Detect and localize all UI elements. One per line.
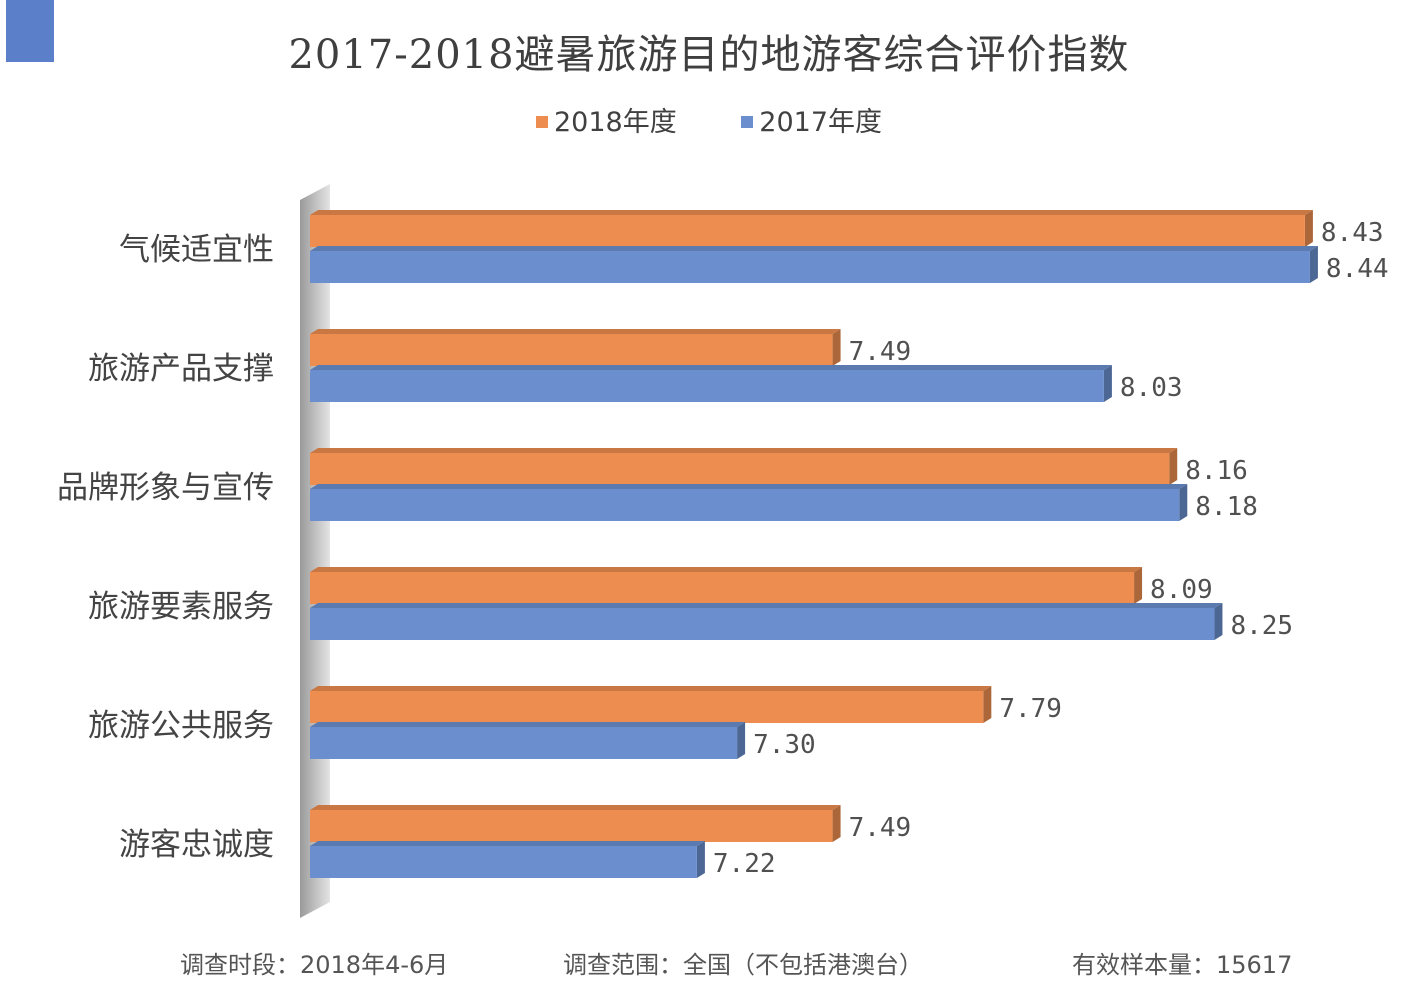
bar-2017 [310, 251, 1310, 283]
value-label-2018: 7.49 [849, 813, 912, 843]
bar-side-2018 [983, 686, 992, 723]
value-label-2018: 7.79 [999, 694, 1062, 724]
legend-swatch-2017 [741, 115, 754, 128]
category-label: 旅游要素服务 [88, 589, 274, 625]
bar-2018 [310, 453, 1170, 485]
bar-2018 [310, 691, 984, 723]
bar-top-2018 [310, 329, 841, 334]
footer: 调查时段：2018年4-6月 调查范围：全国（不包括港澳台） 有效样本量：156… [0, 945, 1418, 985]
bar-top-2018 [310, 686, 992, 691]
legend-label-2018: 2018年度 [553, 107, 677, 138]
value-label-2017: 8.18 [1195, 492, 1258, 522]
value-label-2018: 8.09 [1150, 575, 1213, 605]
bar-top-2017 [310, 722, 746, 727]
value-label-2017: 8.03 [1120, 373, 1183, 403]
bar-side-2018 [832, 805, 841, 842]
bar-side-2017 [1103, 365, 1112, 402]
category-label: 旅游公共服务 [88, 708, 274, 744]
category-label: 品牌形象与宣传 [57, 470, 274, 506]
bar-2018 [310, 215, 1305, 247]
value-label-2017: 8.44 [1326, 254, 1389, 284]
category-label: 旅游产品支撑 [88, 351, 274, 387]
footer-sample-size: 有效样本量：15617 [1072, 951, 1293, 979]
legend: 2018年度 2017年度 [0, 100, 1418, 139]
bar-top-2018 [310, 567, 1143, 572]
value-label-2018: 7.49 [849, 337, 912, 367]
bar-top-2017 [310, 603, 1223, 608]
legend-item-2017: 2017年度 [741, 100, 882, 139]
bar-top-2017 [310, 246, 1318, 251]
bar-2017 [310, 727, 738, 759]
bar-side-2017 [1179, 484, 1188, 521]
bar-top-2018 [310, 448, 1178, 453]
chart-title: 2017-2018避暑旅游目的地游客综合评价指数 [288, 32, 1130, 78]
bar-top-2017 [310, 841, 705, 846]
category-label: 气候适宜性 [119, 232, 274, 268]
footer-survey-scope: 调查范围：全国（不包括港澳台） [563, 951, 923, 979]
bar-2018 [310, 572, 1135, 604]
bar-2017 [310, 370, 1104, 402]
bar-side-2017 [737, 722, 746, 759]
bar-side-2017 [696, 841, 705, 878]
bar-side-2018 [1169, 448, 1178, 485]
bar-top-2017 [310, 365, 1112, 370]
bar-2018 [310, 334, 833, 366]
bar-side-2017 [1214, 603, 1223, 640]
legend-swatch-2018 [535, 115, 548, 128]
bar-2017 [310, 846, 697, 878]
value-label-2018: 8.43 [1321, 218, 1384, 248]
bar-side-2017 [1309, 246, 1318, 283]
bar-top-2018 [310, 210, 1313, 215]
bar-2017 [310, 608, 1215, 640]
bar-top-2017 [310, 484, 1188, 489]
value-label-2017: 8.25 [1230, 611, 1293, 641]
corner-accent-block [6, 0, 54, 62]
bar-top-2018 [310, 805, 841, 810]
value-label-2018: 8.16 [1185, 456, 1248, 486]
legend-item-2018: 2018年度 [535, 100, 677, 139]
bar-side-2018 [1304, 210, 1313, 247]
bar-side-2018 [832, 329, 841, 366]
legend-label-2017: 2017年度 [759, 107, 883, 138]
value-label-2017: 7.22 [713, 849, 776, 879]
bar-2017 [310, 489, 1180, 521]
value-label-2017: 7.30 [753, 730, 816, 760]
bar-2018 [310, 810, 833, 842]
footer-survey-period: 调查时段：2018年4-6月 [180, 951, 449, 979]
category-label: 游客忠诚度 [119, 827, 274, 863]
bar-side-2018 [1134, 567, 1143, 604]
